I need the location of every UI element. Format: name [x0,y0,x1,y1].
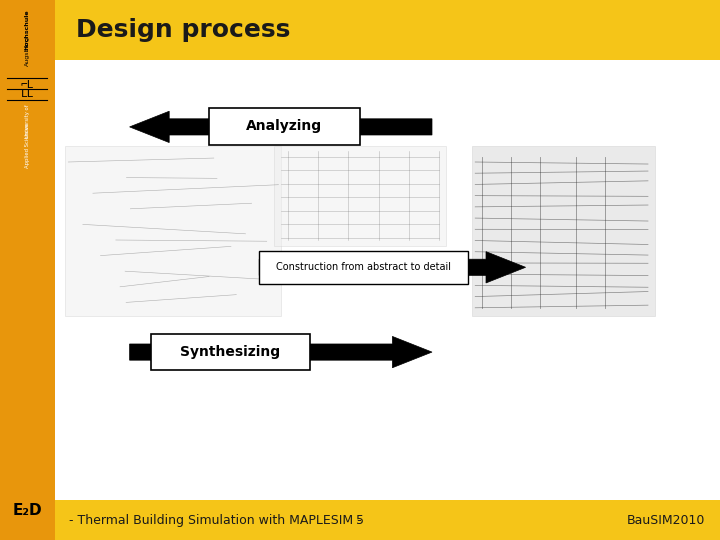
Text: BauSIM2010: BauSIM2010 [627,514,706,526]
Text: ⌐L
LL: ⌐L LL [21,79,34,99]
FancyBboxPatch shape [65,146,281,316]
Text: Analyzing: Analyzing [246,119,323,133]
Text: E₂D: E₂D [12,503,42,518]
Polygon shape [130,336,432,368]
FancyBboxPatch shape [55,0,720,60]
Text: - Thermal Building Simulation with MAPLESIM -: - Thermal Building Simulation with MAPLE… [69,514,361,526]
Polygon shape [259,252,526,283]
FancyBboxPatch shape [274,146,446,246]
Text: Construction from abstract to detail: Construction from abstract to detail [276,262,451,272]
Text: Applied Sciences: Applied Sciences [25,123,30,168]
Text: 5: 5 [356,514,364,526]
Text: Hochschule: Hochschule [25,9,30,50]
Text: Augsburg: Augsburg [25,36,30,66]
Text: University of: University of [25,105,30,138]
Polygon shape [130,111,432,143]
Text: Design process: Design process [76,18,291,42]
FancyBboxPatch shape [55,500,720,540]
FancyBboxPatch shape [151,334,310,370]
Text: Synthesizing: Synthesizing [180,345,281,359]
FancyBboxPatch shape [259,251,468,284]
FancyBboxPatch shape [209,108,360,145]
FancyBboxPatch shape [472,146,655,316]
FancyBboxPatch shape [0,0,55,540]
